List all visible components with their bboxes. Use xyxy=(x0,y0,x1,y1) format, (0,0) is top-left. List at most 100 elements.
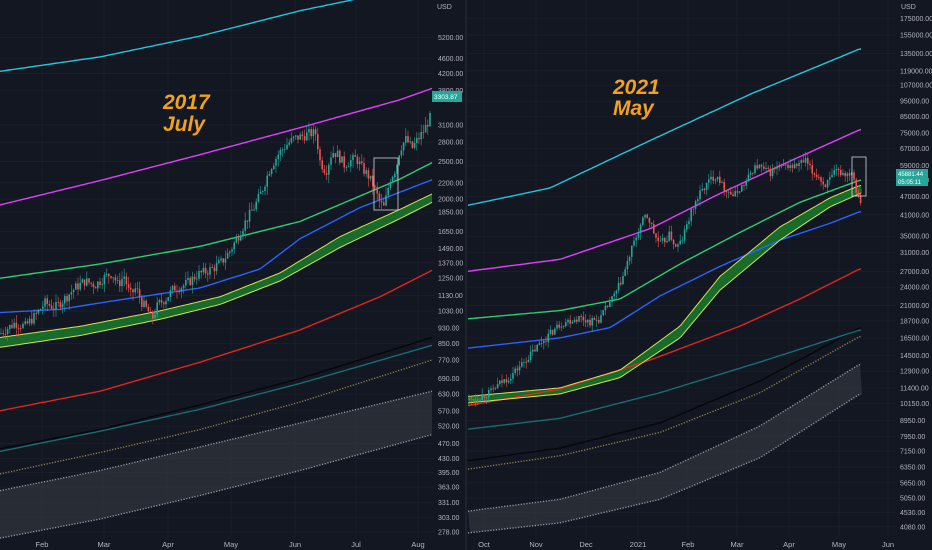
candle-body xyxy=(734,191,736,197)
y-tick-label: 430.00 xyxy=(438,456,460,463)
candle-body xyxy=(606,305,609,307)
candle-body xyxy=(330,157,332,165)
series-yellow-upper xyxy=(0,193,433,338)
left-chart-2017[interactable]: 5200.004600.004200.003800.003100.002800.… xyxy=(0,0,463,549)
candle-body xyxy=(246,220,249,222)
candle-body xyxy=(609,302,611,307)
candle-body xyxy=(345,167,348,169)
candle-body xyxy=(494,388,497,390)
candle-body xyxy=(158,300,161,303)
candle-body xyxy=(187,277,189,281)
y-tick-label: 4600.00 xyxy=(438,56,463,63)
candle-body xyxy=(372,175,374,187)
candle-body xyxy=(716,176,719,180)
candle-body xyxy=(317,134,319,150)
candle-body xyxy=(787,164,789,168)
candle-body xyxy=(86,278,88,286)
candle-body xyxy=(661,238,664,241)
candle-body xyxy=(842,172,844,176)
candle-body xyxy=(193,276,196,280)
candle-body xyxy=(655,233,657,238)
y-tick-label: 5200.00 xyxy=(438,35,463,42)
candle-body xyxy=(826,179,829,188)
candle-body xyxy=(659,240,662,242)
candle-body xyxy=(760,164,763,167)
candle-body xyxy=(631,245,633,258)
right-chart-2021[interactable]: 175000.00 155000.00 135000.00 119000.00 1070… xyxy=(467,16,932,549)
candle-body xyxy=(196,278,198,280)
series-magenta xyxy=(0,87,433,206)
y-tick-label: 331.00 xyxy=(438,500,460,507)
candle-body xyxy=(310,129,312,137)
candle-body xyxy=(354,155,356,157)
x-tick-label: Jun xyxy=(882,540,894,549)
candle-body xyxy=(492,388,494,390)
candle-body xyxy=(160,300,163,303)
candle-body xyxy=(807,158,809,164)
candle-body xyxy=(765,167,767,169)
y-tick-label: 35000.00 xyxy=(900,234,929,241)
candle-body xyxy=(26,321,29,324)
candle-body xyxy=(59,302,62,308)
y-tick-label: 1850.00 xyxy=(438,210,463,217)
candle-body xyxy=(413,142,416,148)
candle-body xyxy=(688,221,690,225)
candle-body xyxy=(591,317,593,326)
candle-body xyxy=(545,341,547,342)
candle-body xyxy=(829,177,831,180)
candle-body xyxy=(220,258,222,261)
candle-body xyxy=(686,224,688,230)
candle-body xyxy=(290,137,293,143)
candle-body xyxy=(266,175,268,187)
svg-text:05:05:11: 05:05:11 xyxy=(898,180,922,186)
candle-body xyxy=(624,269,626,276)
candle-body xyxy=(472,398,475,401)
candle-body xyxy=(741,185,743,192)
y-tick-label: 850.00 xyxy=(438,341,460,348)
y-tick-label: 135000.00 xyxy=(900,51,932,58)
candle-body xyxy=(374,186,376,188)
candle-body xyxy=(11,324,13,328)
candle-body xyxy=(747,174,750,182)
candle-body xyxy=(543,341,545,344)
candle-body xyxy=(818,176,820,178)
candle-body xyxy=(121,278,123,287)
candle-body xyxy=(64,296,66,304)
y-tick-label: 1250.00 xyxy=(438,276,463,283)
candle-body xyxy=(534,349,536,352)
candle-body xyxy=(299,134,301,140)
candle-body xyxy=(699,190,701,200)
candle-body xyxy=(385,195,387,206)
y-tick-label: 2800.00 xyxy=(438,140,463,147)
candle-body xyxy=(207,273,209,275)
candle-body xyxy=(427,124,429,127)
candle-body xyxy=(257,193,260,202)
candle-body xyxy=(582,316,585,321)
y-tick-label: 12900.00 xyxy=(900,369,929,376)
y-tick-label: 21000.00 xyxy=(900,303,929,310)
candle-body xyxy=(48,303,51,306)
candle-body xyxy=(710,176,712,180)
candle-body xyxy=(387,187,389,196)
candle-body xyxy=(411,141,414,148)
candle-body xyxy=(512,372,514,379)
candle-body xyxy=(749,172,752,175)
candle-body xyxy=(4,333,7,335)
candle-body xyxy=(697,199,699,202)
candle-body xyxy=(46,298,48,304)
candle-body xyxy=(576,319,578,322)
candle-body xyxy=(255,201,257,210)
candle-body xyxy=(180,288,183,292)
candle-body xyxy=(569,319,571,324)
candle-body xyxy=(538,343,541,345)
series-blue xyxy=(467,210,862,349)
candle-body xyxy=(780,164,783,167)
y-tick-label: 47000.00 xyxy=(900,194,929,201)
y-tick-label: 930.00 xyxy=(438,326,460,333)
candle-body xyxy=(347,166,350,168)
candle-body xyxy=(639,224,642,234)
candle-body xyxy=(479,400,481,401)
candle-body xyxy=(90,282,92,284)
candle-body xyxy=(815,174,818,177)
